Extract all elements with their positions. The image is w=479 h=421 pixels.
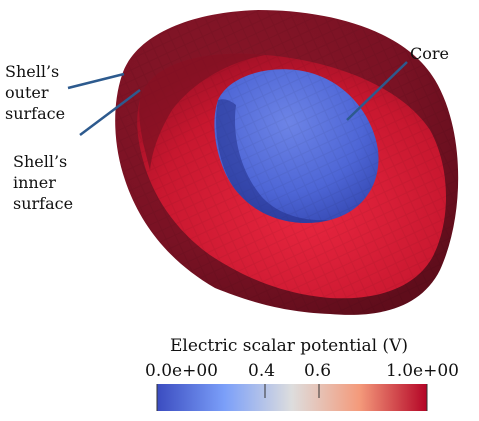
callout-line-core <box>346 61 408 121</box>
colorbar-title: Electric scalar potential (V) <box>170 336 408 356</box>
colorbar-tick-label: 1.0e+00 <box>386 361 459 381</box>
label-line: Shell’s <box>5 62 60 81</box>
label-line: surface <box>5 104 66 123</box>
label-line: outer <box>5 83 49 102</box>
colorbar <box>157 384 427 411</box>
label-line: surface <box>13 194 74 213</box>
label-line: Shell’s <box>13 152 68 171</box>
callout-line-inner <box>79 89 141 136</box>
label-shell-outer-surface: Shell’s outer surface <box>5 61 65 124</box>
colorbar-tick-label: 0.4 <box>248 361 276 381</box>
colorbar-tick-label: 0.0e+00 <box>145 361 218 381</box>
callout-line-outer <box>67 72 125 90</box>
colorbar-tick-label: 0.6 <box>304 361 332 381</box>
label-line: inner <box>13 173 56 192</box>
label-core: Core <box>410 43 449 64</box>
label-line: Core <box>410 44 449 63</box>
label-shell-inner-surface: Shell’s inner surface <box>13 151 73 214</box>
